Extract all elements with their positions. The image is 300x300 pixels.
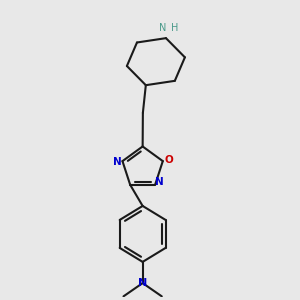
Text: O: O [164,155,173,165]
Text: H: H [171,23,178,33]
Text: N: N [159,23,167,33]
Text: N: N [155,178,164,188]
Text: N: N [138,278,147,288]
Text: N: N [113,157,122,167]
